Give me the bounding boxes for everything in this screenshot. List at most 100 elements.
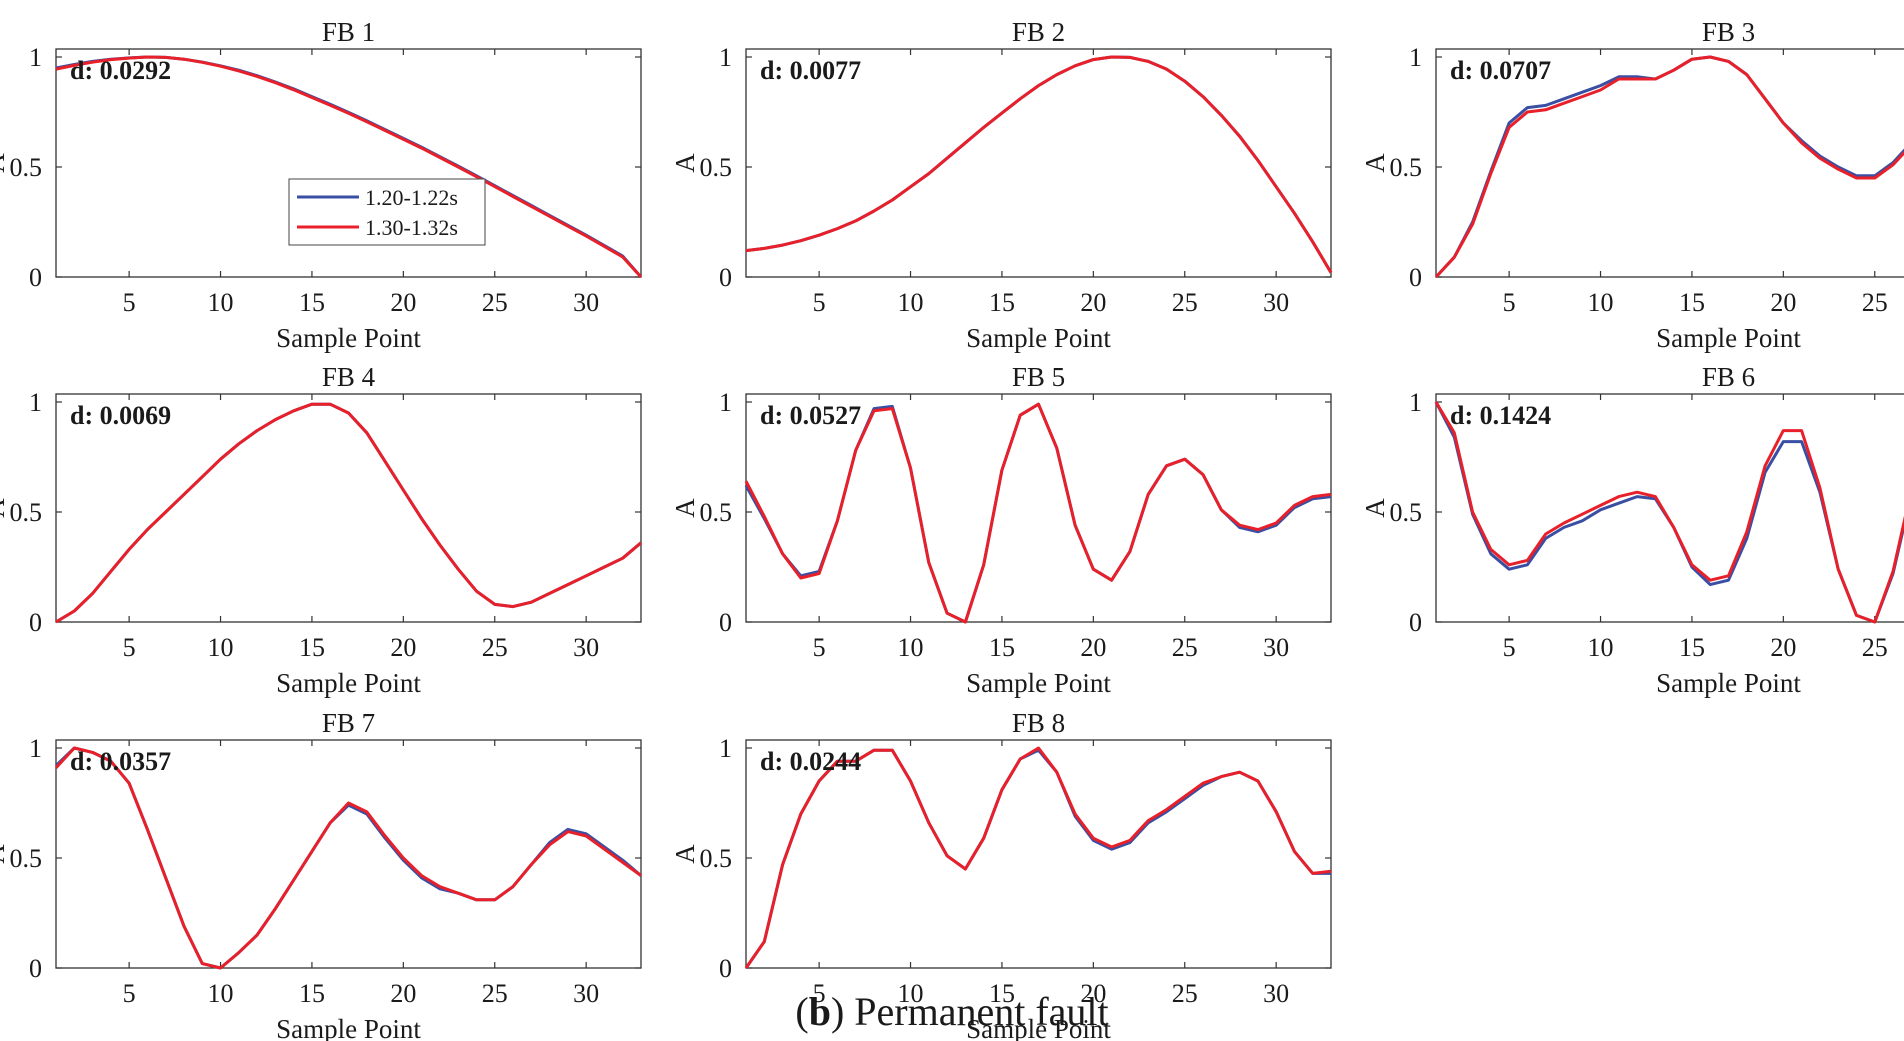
distance-annotation: d: 0.0527 <box>760 401 861 430</box>
chart-title: FB 3 <box>1702 17 1755 47</box>
y-tick-label: 1 <box>1409 388 1422 417</box>
chart-title: FB 1 <box>322 17 375 47</box>
x-tick-label: 5 <box>123 288 136 317</box>
legend-label-1: 1.20-1.22s <box>365 185 458 210</box>
chart-title: FB 8 <box>1012 708 1065 738</box>
y-tick-label: 0 <box>1409 608 1422 637</box>
x-tick-label: 30 <box>1263 979 1289 1008</box>
y-tick-label: 1 <box>719 734 732 763</box>
x-tick-label: 20 <box>1770 288 1796 317</box>
y-axis-label: A <box>0 153 10 173</box>
x-tick-label: 15 <box>1679 288 1705 317</box>
x-tick-label: 25 <box>1862 288 1888 317</box>
y-tick-label: 0.5 <box>10 153 43 182</box>
x-tick-label: 5 <box>813 288 826 317</box>
x-axis-label: Sample Point <box>966 668 1111 698</box>
x-tick-label: 20 <box>390 288 416 317</box>
y-axis-label: A <box>0 844 10 864</box>
x-tick-label: 10 <box>898 633 924 662</box>
plot-area <box>55 393 642 623</box>
x-tick-label: 15 <box>1679 633 1705 662</box>
x-tick-label: 5 <box>1503 633 1516 662</box>
series-line-1 <box>1434 401 1904 624</box>
x-tick-label: 15 <box>299 633 325 662</box>
x-tick-label: 30 <box>573 288 599 317</box>
x-tick-label: 25 <box>482 288 508 317</box>
x-axis-label: Sample Point <box>1656 668 1801 698</box>
chart-fb1: 5 10 15 20 25 30 0 0.5 1 FB 1 Sample Point Ad: 0.02… <box>0 17 643 353</box>
x-tick-label: 30 <box>1263 633 1289 662</box>
x-tick-label: 15 <box>299 288 325 317</box>
x-axis-label: Sample Point <box>966 323 1111 353</box>
figure-caption: (b) Permanent fault <box>795 989 1109 1034</box>
y-tick-label: 0 <box>29 263 42 292</box>
x-tick-label: 30 <box>573 979 599 1008</box>
x-tick-label: 15 <box>989 633 1015 662</box>
x-tick-label: 25 <box>1172 979 1198 1008</box>
series-line-2 <box>744 402 1332 624</box>
y-tick-label: 1 <box>29 388 42 417</box>
y-axis-label: A <box>1360 498 1390 518</box>
series-line-2 <box>55 402 642 624</box>
y-tick-label: 0 <box>719 263 732 292</box>
y-tick-label: 0 <box>1409 263 1422 292</box>
caption-label: b <box>808 989 831 1034</box>
x-tick-label: 25 <box>482 979 508 1008</box>
y-tick-label: 0.5 <box>700 498 733 527</box>
chart-title: FB 2 <box>1012 17 1065 47</box>
x-tick-label: 30 <box>573 633 599 662</box>
x-tick-label: 10 <box>1588 633 1614 662</box>
x-tick-label: 20 <box>1770 633 1796 662</box>
chart-fb7: 5 10 15 20 25 30 0 0.5 1 FB 7 Sample Point Ad: 0.03… <box>0 708 642 1041</box>
chart-fb5: 5 10 15 20 25 30 0 0.5 1 FB 5 Sample Point Ad: 0.05… <box>670 362 1332 698</box>
distance-annotation: d: 0.1424 <box>1450 401 1551 430</box>
x-tick-label: 10 <box>208 633 234 662</box>
y-tick-label: 0.5 <box>1390 153 1423 182</box>
x-tick-label: 10 <box>1588 288 1614 317</box>
y-tick-label: 0 <box>719 954 732 983</box>
y-tick-label: 0.5 <box>700 153 733 182</box>
plot-area <box>55 739 642 969</box>
legend: 1.20-1.22s 1.30-1.32s <box>288 178 486 246</box>
legend-label-2: 1.30-1.32s <box>365 215 458 240</box>
chart-title: FB 6 <box>1702 362 1755 392</box>
distance-annotation: d: 0.0292 <box>70 56 171 85</box>
y-tick-label: 1 <box>719 388 732 417</box>
chart-fb4: 5 10 15 20 25 30 0 0.5 1 FB 4 Sample Point Ad: 0.00… <box>0 362 642 698</box>
series-line-2 <box>54 746 642 970</box>
distance-annotation: d: 0.0069 <box>70 401 171 430</box>
legend-box <box>288 178 486 246</box>
x-tick-label: 10 <box>898 288 924 317</box>
x-tick-label: 15 <box>989 288 1015 317</box>
y-tick-label: 0.5 <box>700 844 733 873</box>
plot-area <box>1435 393 1904 623</box>
y-axis-label: A <box>0 498 10 518</box>
x-tick-label: 20 <box>1080 633 1106 662</box>
plot-area <box>745 393 1332 623</box>
distance-annotation: d: 0.0707 <box>1450 56 1551 85</box>
x-tick-label: 25 <box>1172 633 1198 662</box>
y-axis-label: A <box>670 844 700 864</box>
x-axis-label: Sample Point <box>276 323 421 353</box>
chart-fb8: 5 10 15 20 25 30 0 0.5 1 FB 8 Sample Point Ad: 0.02… <box>670 708 1332 1041</box>
y-tick-label: 0.5 <box>10 498 43 527</box>
series-line-2 <box>745 55 1333 274</box>
x-tick-label: 20 <box>390 633 416 662</box>
y-tick-label: 1 <box>29 734 42 763</box>
x-tick-label: 25 <box>1862 633 1888 662</box>
x-tick-label: 10 <box>208 979 234 1008</box>
distance-annotation: d: 0.0077 <box>760 56 861 85</box>
x-tick-label: 20 <box>1080 979 1106 1008</box>
x-tick-label: 25 <box>1172 288 1198 317</box>
y-tick-label: 1 <box>1409 43 1422 72</box>
chart-title: FB 5 <box>1012 362 1065 392</box>
x-tick-label: 5 <box>123 979 136 1008</box>
x-tick-label: 10 <box>208 288 234 317</box>
x-tick-label: 20 <box>1080 288 1106 317</box>
y-axis-label: A <box>1360 153 1390 173</box>
y-tick-label: 0.5 <box>1390 498 1423 527</box>
y-tick-label: 1 <box>29 43 42 72</box>
series-line-2 <box>744 746 1332 969</box>
